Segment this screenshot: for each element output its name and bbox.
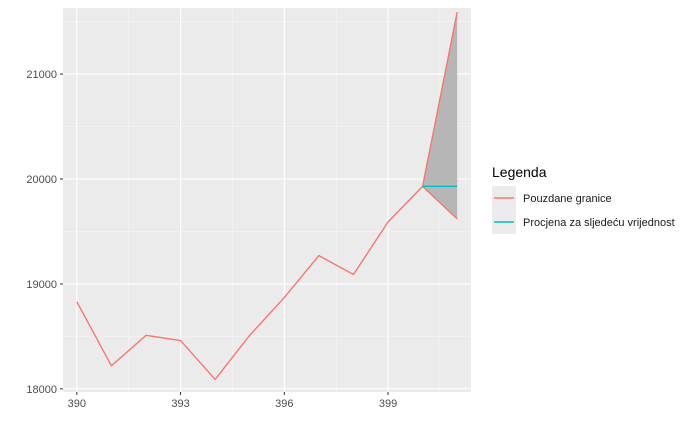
confidence-ribbon [422, 12, 458, 219]
axes: 18000 19000 20000 21000 390 393 396 399 [26, 69, 397, 410]
plot-panel [63, 8, 471, 392]
y-tick-label: 21000 [26, 69, 57, 81]
grid-lines [63, 8, 471, 392]
y-tick-label: 18000 [26, 384, 57, 396]
series-line-2 [422, 185, 458, 220]
legend-title: Legenda [492, 164, 547, 180]
legend-label-procjena: Procjena za sljedeću vrijednost [523, 217, 675, 229]
y-tick-label: 20000 [26, 174, 57, 186]
x-tick-label: 399 [379, 398, 397, 410]
legend: Legenda Pouzdane granice Procjena za slj… [492, 164, 675, 234]
x-tick-label: 390 [68, 398, 86, 410]
x-tick-label: 396 [275, 398, 293, 410]
series-line-1 [421, 12, 458, 187]
confidence-ribbon-area [422, 12, 458, 219]
x-tick-label: 393 [171, 398, 189, 410]
series-lines [76, 12, 458, 381]
legend-label-pouzdane-granice: Pouzdane granice [523, 193, 612, 205]
series-line-0 [76, 185, 424, 381]
y-tick-label: 19000 [26, 279, 57, 291]
